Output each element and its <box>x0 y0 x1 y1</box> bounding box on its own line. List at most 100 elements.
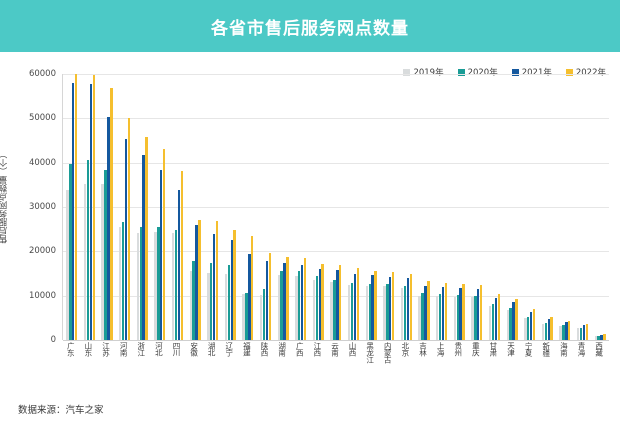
bar[interactable] <box>268 253 272 340</box>
bar[interactable] <box>83 183 87 340</box>
bar[interactable] <box>529 312 533 340</box>
bar[interactable] <box>136 232 140 340</box>
bar[interactable] <box>72 82 75 340</box>
bar[interactable] <box>286 257 289 340</box>
bar[interactable] <box>389 276 392 340</box>
legend-item-2019年[interactable]: 2019年 <box>403 66 444 78</box>
bar[interactable] <box>356 268 360 340</box>
bar[interactable] <box>406 278 410 340</box>
bar[interactable] <box>403 285 407 340</box>
bar[interactable] <box>585 324 588 340</box>
bar[interactable] <box>210 262 213 340</box>
bar[interactable] <box>318 268 321 340</box>
bar[interactable] <box>509 308 512 340</box>
bar[interactable] <box>92 75 95 340</box>
bar[interactable] <box>477 288 480 340</box>
bar[interactable] <box>303 258 307 340</box>
bar[interactable] <box>259 294 263 340</box>
bar[interactable] <box>333 279 336 340</box>
bar[interactable] <box>424 286 427 340</box>
bar[interactable] <box>283 262 286 340</box>
bar[interactable] <box>459 288 462 340</box>
bar[interactable] <box>374 270 377 340</box>
bar[interactable] <box>453 297 457 340</box>
bar[interactable] <box>409 274 412 340</box>
bar[interactable] <box>104 169 107 340</box>
bar[interactable] <box>497 293 500 340</box>
bar[interactable] <box>421 293 424 340</box>
bar[interactable] <box>532 309 536 340</box>
bar[interactable] <box>192 261 195 340</box>
bar[interactable] <box>603 333 606 340</box>
bar[interactable] <box>224 273 228 340</box>
bar[interactable] <box>524 318 527 340</box>
bar[interactable] <box>315 275 319 340</box>
legend-item-2020年[interactable]: 2020年 <box>457 66 498 78</box>
bar[interactable] <box>368 283 371 340</box>
bar[interactable] <box>544 322 547 340</box>
bar[interactable] <box>280 270 283 340</box>
bar[interactable] <box>386 284 389 340</box>
bar[interactable] <box>121 222 125 340</box>
bar[interactable] <box>312 279 316 340</box>
bar[interactable] <box>74 74 78 340</box>
bar[interactable] <box>547 319 550 340</box>
bar[interactable] <box>330 282 333 340</box>
bar[interactable] <box>227 265 231 340</box>
bar[interactable] <box>541 323 545 340</box>
bar[interactable] <box>157 226 160 340</box>
bar[interactable] <box>89 83 93 340</box>
bar[interactable] <box>353 273 357 340</box>
bar[interactable] <box>488 305 492 340</box>
bar[interactable] <box>444 283 448 340</box>
bar[interactable] <box>233 229 236 340</box>
bar[interactable] <box>471 297 474 340</box>
bar[interactable] <box>391 271 395 340</box>
legend-item-2021年[interactable]: 2021年 <box>511 66 552 78</box>
bar[interactable] <box>300 264 304 340</box>
bar[interactable] <box>230 240 233 340</box>
bar[interactable] <box>127 117 131 340</box>
bar[interactable] <box>456 294 459 340</box>
bar[interactable] <box>371 275 374 340</box>
bar[interactable] <box>107 116 110 340</box>
bar[interactable] <box>198 220 201 340</box>
bar[interactable] <box>562 325 565 340</box>
bar[interactable] <box>119 227 122 340</box>
bar[interactable] <box>248 253 251 340</box>
bar[interactable] <box>527 317 530 340</box>
bar[interactable] <box>400 288 404 340</box>
bar[interactable] <box>160 170 163 340</box>
bar[interactable] <box>195 224 198 340</box>
bar[interactable] <box>321 264 324 340</box>
bar[interactable] <box>177 189 181 340</box>
bar[interactable] <box>568 320 571 340</box>
bar[interactable] <box>66 190 69 340</box>
bar[interactable] <box>350 282 354 340</box>
bar[interactable] <box>171 233 175 340</box>
bar[interactable] <box>242 294 245 340</box>
bar[interactable] <box>479 285 483 340</box>
bar[interactable] <box>576 328 580 340</box>
bar[interactable] <box>365 285 369 340</box>
bar[interactable] <box>427 281 430 340</box>
bar[interactable] <box>162 148 166 340</box>
bar[interactable] <box>101 184 104 340</box>
bar[interactable] <box>383 286 386 340</box>
bar[interactable] <box>110 88 113 340</box>
bar[interactable] <box>559 326 562 340</box>
bar[interactable] <box>295 275 298 340</box>
bar[interactable] <box>124 139 128 340</box>
bar[interactable] <box>512 301 515 340</box>
bar[interactable] <box>506 309 509 340</box>
bar[interactable] <box>600 334 603 340</box>
bar[interactable] <box>139 226 142 340</box>
bar[interactable] <box>174 229 178 340</box>
bar[interactable] <box>438 293 442 340</box>
bar[interactable] <box>262 289 266 340</box>
bar[interactable] <box>474 295 477 340</box>
legend-item-2022年[interactable]: 2022年 <box>565 66 606 78</box>
bar[interactable] <box>515 298 518 340</box>
bar[interactable] <box>339 265 342 340</box>
bar[interactable] <box>441 287 445 340</box>
